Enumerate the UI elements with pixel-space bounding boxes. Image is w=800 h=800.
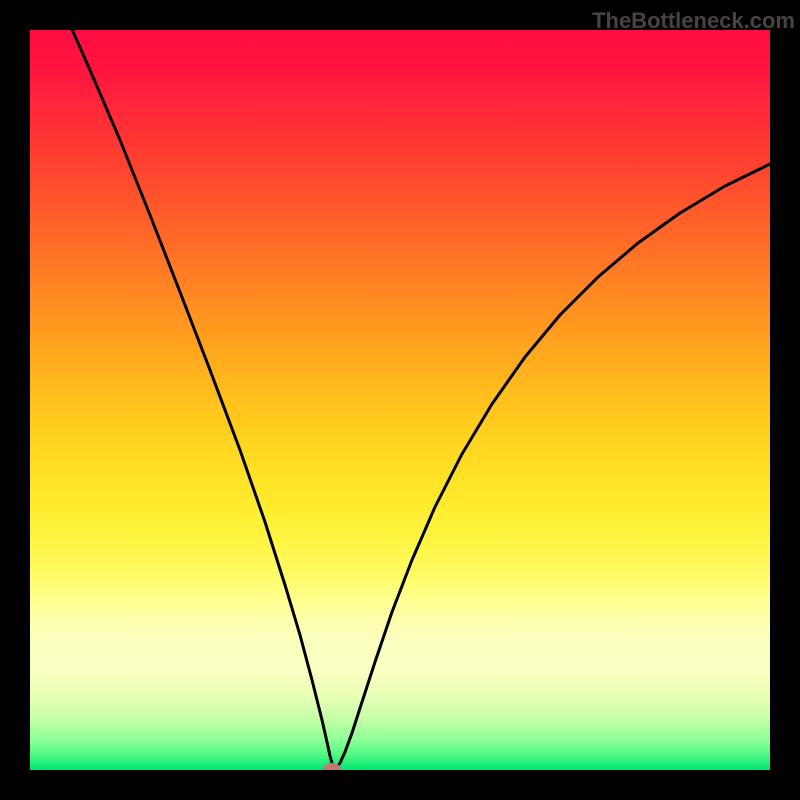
chart-frame: TheBottleneck.com xyxy=(0,0,800,800)
plot-area xyxy=(30,30,770,770)
gradient-background xyxy=(30,30,770,770)
bottleneck-chart-svg xyxy=(30,30,770,770)
watermark-text: TheBottleneck.com xyxy=(592,8,795,34)
